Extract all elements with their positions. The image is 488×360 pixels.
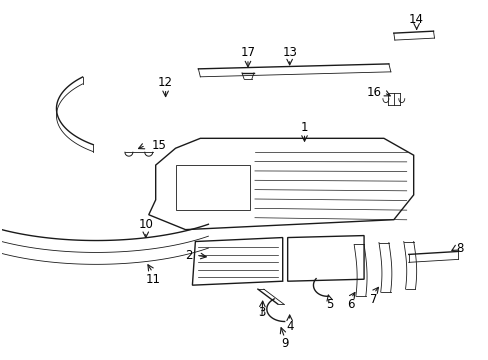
Text: 16: 16 [366,86,381,99]
Text: 11: 11 [145,273,160,286]
Text: 5: 5 [325,297,332,311]
Text: 12: 12 [158,76,173,89]
Text: 10: 10 [138,218,153,231]
Text: 2: 2 [184,249,192,262]
Text: 7: 7 [369,293,377,306]
Text: 1: 1 [300,121,307,134]
Text: 9: 9 [281,337,288,350]
Text: 4: 4 [285,320,293,333]
Text: 8: 8 [456,242,463,255]
Text: 6: 6 [346,297,354,311]
Text: 15: 15 [151,139,166,152]
Text: 13: 13 [282,46,297,59]
Text: 14: 14 [408,13,423,26]
Text: 17: 17 [240,46,255,59]
Text: 3: 3 [258,306,265,319]
